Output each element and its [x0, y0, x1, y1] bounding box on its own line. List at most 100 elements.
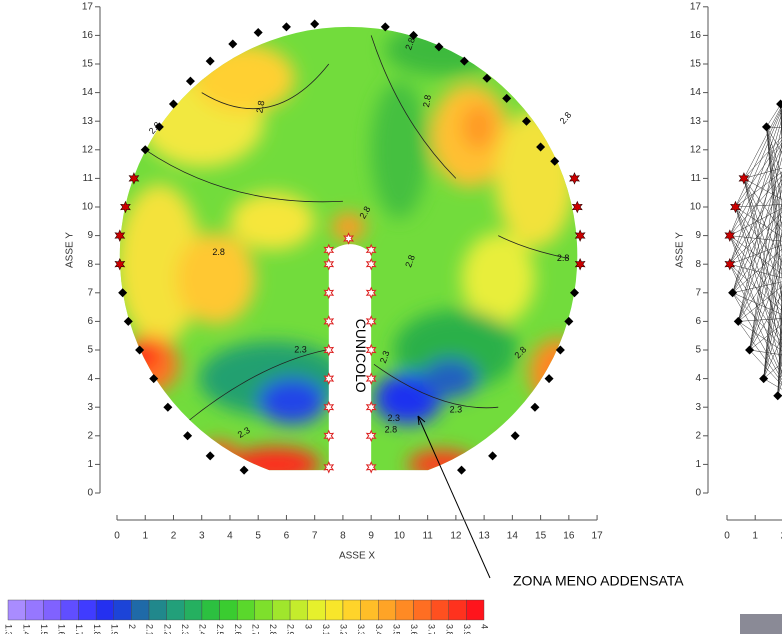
sensor — [734, 317, 743, 326]
colorbar-swatch — [220, 600, 238, 620]
y-tick-label: 0 — [87, 488, 93, 499]
ray — [744, 178, 782, 318]
colorbar-swatch — [96, 600, 114, 620]
sensor — [530, 403, 539, 412]
x-tick-label: 4 — [227, 531, 233, 542]
colorbar-label: 2.9 — [286, 624, 296, 634]
colorbar-label: 2.5 — [215, 624, 225, 634]
blob — [555, 361, 583, 395]
y-tick-label: 15 — [82, 59, 94, 70]
x-axis-title: ASSE X — [339, 551, 375, 562]
y-tick-label: 12 — [82, 144, 94, 155]
colorbar-label: 3.2 — [339, 624, 349, 634]
y-tick-label: 4 — [695, 373, 701, 384]
x-tick-label: 10 — [394, 531, 406, 542]
colorbar-swatch — [378, 600, 396, 620]
ray — [730, 128, 782, 236]
colorbar-label: 3.4 — [374, 624, 384, 634]
colorbar-swatch — [202, 600, 220, 620]
blob — [125, 341, 159, 370]
x-tick-label: 14 — [507, 531, 519, 542]
blob — [501, 439, 541, 462]
contour-label: 2.3 — [387, 413, 400, 423]
x-tick-label: 6 — [284, 531, 290, 542]
y-tick-label: 1 — [87, 459, 93, 470]
photo-thumbnail — [740, 614, 782, 634]
sensor — [240, 466, 249, 475]
sensor — [575, 230, 585, 241]
colorbar-label: 2.8 — [268, 624, 278, 634]
y-tick-label: 5 — [695, 345, 701, 356]
colorbar-label: 3.1 — [321, 624, 331, 634]
colorbar-label: 2.2 — [162, 624, 172, 634]
colorbar-swatch — [79, 600, 97, 620]
blob — [422, 359, 478, 399]
x-tick-label: 7 — [312, 531, 318, 542]
x-tick-label: 5 — [255, 531, 261, 542]
sensor — [545, 374, 554, 383]
colorbar-swatch — [8, 600, 26, 620]
colorbar-swatch — [325, 600, 343, 620]
sensor — [488, 451, 497, 460]
sensor — [725, 259, 735, 270]
colorbar-label: 1.7 — [74, 624, 84, 634]
y-tick-label: 6 — [87, 316, 93, 327]
ray-paths — [730, 90, 782, 396]
y-tick-label: 9 — [695, 230, 701, 241]
sensor — [762, 122, 771, 131]
y-tick-label: 7 — [695, 287, 701, 298]
blob — [199, 442, 239, 465]
x-tick-label: 15 — [535, 531, 547, 542]
sensor — [254, 28, 263, 37]
contour-label: 2.3 — [294, 344, 307, 354]
colorbar-swatch — [237, 600, 255, 620]
colorbar-swatch — [272, 600, 290, 620]
x-tick-label: 9 — [368, 531, 374, 542]
y-tick-label: 17 — [82, 1, 94, 12]
colorbar-swatch — [43, 600, 61, 620]
contour-label: 2.8 — [385, 424, 398, 434]
x-tick-label: 2 — [171, 531, 177, 542]
y-tick-label: 1 — [695, 459, 701, 470]
sensor — [186, 77, 195, 86]
ray — [744, 128, 782, 178]
contour-label: 2.3 — [450, 404, 463, 414]
colorbar-label: 1.6 — [57, 624, 67, 634]
colorbar-label: 1.4 — [21, 624, 31, 634]
ray — [733, 293, 782, 356]
sensor — [511, 431, 520, 440]
blob — [385, 24, 498, 75]
y-tick-label: 3 — [87, 402, 93, 413]
y-tick-label: 11 — [691, 173, 702, 184]
colorbar-label: 3.8 — [444, 624, 454, 634]
colorbar-label: 2.7 — [250, 624, 260, 634]
colorbar-label: 3.9 — [462, 624, 472, 634]
sensor — [206, 451, 215, 460]
y-tick-label: 10 — [690, 202, 702, 213]
x-tick-label: 12 — [450, 531, 462, 542]
colorbar-label: 3.5 — [391, 624, 401, 634]
colorbar-label: 2.4 — [198, 624, 208, 634]
colorbar-swatch — [290, 600, 308, 620]
y-tick-label: 8 — [695, 259, 701, 270]
colorbar-swatch — [255, 600, 273, 620]
contour-label: 2.8 — [254, 100, 266, 114]
colorbar-swatch — [26, 600, 44, 620]
colorbar-swatch — [413, 600, 431, 620]
y-tick-label: 15 — [690, 59, 702, 70]
blob — [258, 379, 326, 425]
sensor — [228, 39, 237, 48]
colorbar-label: 1.5 — [39, 624, 49, 634]
y-tick-label: 0 — [695, 488, 701, 499]
colorbar-swatch — [149, 600, 167, 620]
ray — [730, 128, 782, 264]
colorbar-label: 2.1 — [145, 624, 155, 634]
colorbar-swatch — [343, 600, 361, 620]
sensor — [310, 19, 319, 28]
contour-label: 2.8 — [558, 110, 574, 126]
colorbar-swatch — [431, 600, 449, 620]
x-tick-label: 1 — [752, 531, 758, 542]
y-tick-label: 17 — [690, 1, 702, 12]
blob — [193, 44, 295, 113]
x-tick-label: 17 — [592, 531, 604, 542]
